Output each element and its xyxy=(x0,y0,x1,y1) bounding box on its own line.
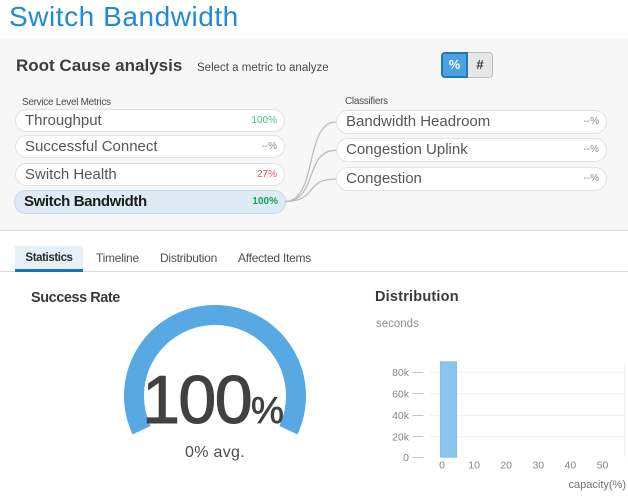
svg-text:80k: 80k xyxy=(392,367,410,379)
svg-text:30: 30 xyxy=(532,460,544,472)
svg-text:20k: 20k xyxy=(392,432,410,444)
svg-text:10: 10 xyxy=(468,460,480,472)
svg-text:60k: 60k xyxy=(392,389,410,401)
svg-text:40: 40 xyxy=(565,460,577,472)
svg-text:40k: 40k xyxy=(392,410,410,422)
svg-text:20: 20 xyxy=(500,460,512,472)
svg-text:0: 0 xyxy=(403,452,409,464)
svg-text:50: 50 xyxy=(597,460,609,472)
svg-text:0: 0 xyxy=(439,460,445,472)
